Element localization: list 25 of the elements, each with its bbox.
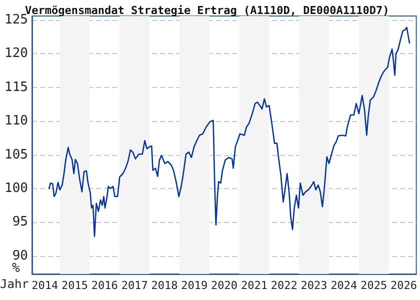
x-tick-label: 2020 [211, 279, 238, 292]
y-axis-title: % [12, 261, 20, 276]
y-tick-label: 90 [12, 248, 28, 264]
x-tick-label: 2019 [181, 279, 208, 292]
y-tick-label: 95 [12, 214, 28, 230]
x-tick-label: 2017 [121, 279, 148, 292]
y-tick-label: 110 [4, 114, 28, 129]
x-tick-label: 2023 [300, 279, 328, 292]
y-tick-label: 100 [4, 180, 28, 196]
x-tick-label: 2022 [270, 279, 298, 292]
x-tick-label: 2018 [151, 279, 178, 292]
y-tick-label: 115 [4, 80, 28, 95]
x-axis-title: Jahr [0, 277, 29, 291]
chart-title: Vermögensmandat Strategie Ertrag (A1110D, DE000A1110D7) [25, 4, 390, 17]
x-tick-label: 2016 [91, 279, 118, 292]
x-tick-label: 2026 [390, 279, 418, 292]
x-tick-label: 2024 [330, 279, 358, 292]
y-tick-label: 105 [4, 147, 28, 162]
x-tick-label: 2015 [62, 279, 88, 292]
x-tick-label: 2014 [32, 279, 58, 292]
line-series [48, 26, 410, 237]
x-tick-label: 2025 [360, 279, 388, 292]
y-tick-label: 125 [4, 12, 28, 28]
x-tick-label: 2021 [240, 279, 268, 292]
y-tick-label: 120 [4, 46, 28, 62]
